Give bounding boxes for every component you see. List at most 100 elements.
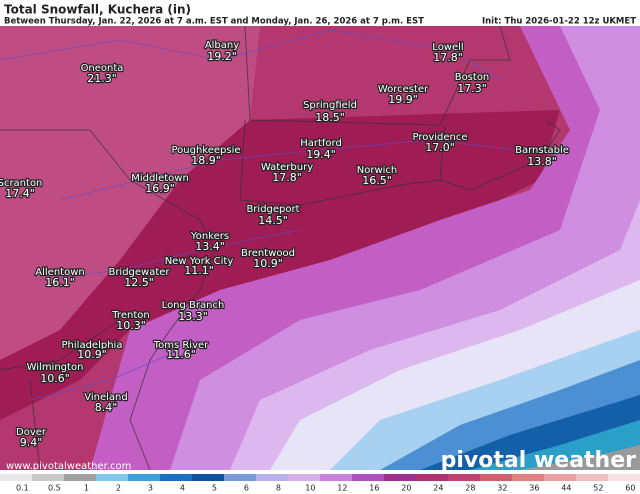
city-name: Bridgeport — [246, 204, 299, 215]
city-value: 16.9" — [145, 182, 175, 195]
colorbar-swatch — [448, 474, 480, 481]
city-value: 19.4" — [306, 148, 336, 161]
colorbar-label: 6 — [244, 484, 249, 493]
city-value: 13.3" — [178, 310, 208, 323]
city-value: 17.8" — [272, 171, 302, 184]
colorbar-label: 1 — [84, 484, 89, 493]
city-name: Scranton — [0, 178, 42, 189]
colorbar-label: 16 — [369, 484, 379, 493]
colorbar-swatch — [288, 474, 320, 481]
city-value: 17.8" — [433, 51, 463, 64]
city-value: 13.8" — [527, 155, 557, 168]
watermark: www.pivotalweather.com — [6, 461, 131, 472]
city-name: Dover — [16, 427, 47, 438]
colorbar-label: 60 — [625, 484, 635, 493]
city-value: 10.3" — [116, 319, 146, 332]
subtitle: Between Thursday, Jan. 22, 2026 at 7 a.m… — [4, 17, 424, 27]
city-value: 10.9" — [77, 348, 107, 361]
colorbar-swatch — [480, 474, 512, 481]
init-time: Init: Thu 2026-01-22 12z UKMET — [482, 17, 636, 27]
city-name: Boston — [455, 72, 490, 83]
colorbar-label: 28 — [465, 484, 475, 493]
city-name: Hartford — [300, 138, 342, 149]
map — [0, 25, 640, 471]
city-value: 16.5" — [362, 174, 392, 187]
city-value: 19.2" — [207, 50, 237, 63]
colorbar-swatch — [32, 474, 64, 481]
city-name: Barnstable — [515, 145, 569, 156]
colorbar-label: 24 — [433, 484, 443, 493]
city-name: Bridgewater — [108, 267, 170, 278]
colorbar-swatch — [512, 474, 544, 481]
city-name: Poughkeepsie — [171, 145, 240, 156]
city-name: Waterbury — [261, 162, 313, 173]
colorbar-swatch — [608, 474, 640, 481]
colorbar-swatch — [416, 474, 448, 481]
colorbar-swatch — [64, 474, 96, 481]
colorbar-label: 3 — [148, 484, 153, 493]
colorbar-swatch — [256, 474, 288, 481]
colorbar-label: 0.5 — [48, 484, 61, 493]
colorbar-label: 36 — [529, 484, 539, 493]
colorbar-swatch — [96, 474, 128, 481]
city-value: 17.3" — [457, 82, 487, 95]
city-value: 18.9" — [191, 154, 221, 167]
city-value: 10.6" — [40, 372, 70, 385]
city-name: Philadelphia — [62, 340, 123, 351]
city-value: 18.5" — [315, 111, 345, 124]
city-name: Worcester — [378, 84, 429, 95]
city-name: Yonkers — [190, 231, 229, 242]
colorbar-label: 52 — [593, 484, 603, 493]
colorbar-label: 20 — [401, 484, 411, 493]
city-name: Middletown — [131, 173, 189, 184]
city-value: 8.4" — [95, 401, 118, 414]
logo: pivotal weather — [441, 448, 636, 473]
city-value: 17.0" — [425, 141, 455, 154]
colorbar-label: 12 — [337, 484, 347, 493]
city-value: 16.1" — [45, 276, 75, 289]
city-value: 11.6" — [166, 348, 196, 361]
title: Total Snowfall, Kuchera (in) — [4, 3, 191, 17]
city-value: 14.5" — [258, 214, 288, 227]
colorbar-swatch — [192, 474, 224, 481]
colorbar: 0.1 0.5 1 2 3 4 5 6 8 10 12 16 20 24 28 32 36 44 52 60 — [0, 470, 640, 494]
city-name: Springfield — [303, 100, 357, 111]
colorbar-swatch — [224, 474, 256, 481]
colorbar-label: 10 — [305, 484, 315, 493]
city-value: 17.4" — [5, 187, 35, 200]
city-value: 10.9" — [253, 257, 283, 270]
city-value: 11.1" — [184, 264, 214, 277]
colorbar-swatch — [0, 474, 32, 481]
city-name: Allentown — [35, 267, 84, 278]
colorbar-label: 32 — [497, 484, 507, 493]
city-name: Oneonta — [81, 63, 124, 74]
colorbar-bg — [0, 470, 640, 494]
city-name: Lowell — [432, 42, 463, 53]
city-name: Vineland — [84, 392, 127, 403]
colorbar-label: 4 — [180, 484, 185, 493]
city-name: Wilmington — [27, 362, 84, 373]
city-value: 13.4" — [195, 240, 225, 253]
city-value: 12.5" — [124, 276, 154, 289]
city-name: New York City — [165, 256, 234, 267]
city-value: 9.4" — [20, 436, 43, 449]
colorbar-swatch — [352, 474, 384, 481]
colorbar-label: 8 — [276, 484, 281, 493]
colorbar-swatch — [544, 474, 576, 481]
city-value: 19.9" — [388, 93, 418, 106]
city-name: Toms River — [153, 340, 209, 351]
city-value: 21.3" — [87, 72, 117, 85]
colorbar-swatch — [160, 474, 192, 481]
colorbar-swatch — [384, 474, 416, 481]
city-name: Norwich — [357, 165, 398, 176]
colorbar-label: 2 — [116, 484, 121, 493]
colorbar-swatch — [128, 474, 160, 481]
city-name: Providence — [412, 132, 467, 143]
city-name: Long Branch — [162, 300, 225, 311]
colorbar-swatch — [320, 474, 352, 481]
city-name: Albany — [205, 40, 239, 51]
city-name: Trenton — [111, 310, 149, 321]
colorbar-label: 44 — [561, 484, 571, 493]
colorbar-label: 0.1 — [16, 484, 29, 493]
